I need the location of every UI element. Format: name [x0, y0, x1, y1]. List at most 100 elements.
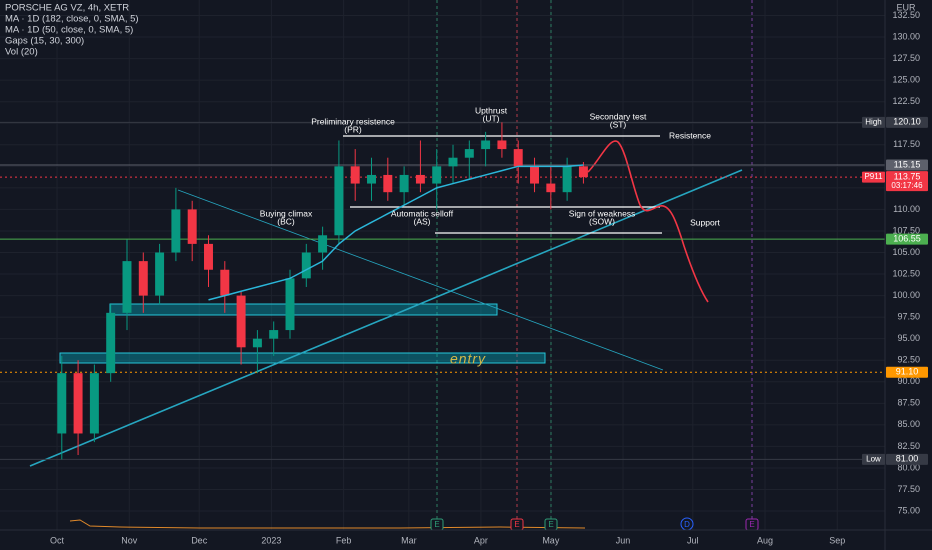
price-level-name-box: [862, 116, 885, 128]
candle-body: [106, 312, 116, 374]
event-label: D: [684, 520, 690, 529]
volume-ma: [69, 519, 586, 529]
event-label: E: [434, 520, 439, 529]
annotation: (PR): [344, 124, 362, 134]
x-tick-label: Jul: [687, 535, 699, 545]
candle-body: [497, 140, 507, 150]
price-level-label: 113.75: [894, 171, 921, 181]
y-tick-label: 97.50: [897, 312, 920, 322]
x-tick-label: May: [542, 535, 560, 545]
price-level-box: [886, 116, 928, 128]
annotation: Preliminary resistence: [311, 116, 395, 126]
y-tick-label: 105.00: [892, 247, 920, 257]
y-tick-label: 95.00: [897, 333, 920, 343]
annotation: Upthrust: [475, 105, 508, 115]
x-tick-label: Aug: [757, 535, 773, 545]
annotation: Secondary test: [590, 111, 647, 121]
indicator: MA · 1D (50, close, 0, SMA, 5): [5, 25, 133, 36]
candle-body: [236, 295, 246, 348]
symbol: PORSCHE AG VZ, 4h, XETR: [5, 3, 129, 14]
candle-body: [432, 166, 442, 184]
grid: [0, 0, 885, 530]
y-tick-label: 87.50: [897, 398, 920, 408]
price-level-name: P911: [864, 172, 883, 181]
y-tick-label: 85.00: [897, 419, 920, 429]
candle-body: [530, 166, 540, 184]
candle-body: [513, 149, 523, 167]
x-tick-label: Jun: [616, 535, 631, 545]
annotation: Support: [690, 217, 720, 227]
candle-body: [350, 166, 360, 184]
indicator: MA · 1D (182, close, 0, SMA, 5): [5, 14, 139, 25]
candle-body: [383, 174, 393, 193]
y-tick-label: 122.50: [892, 96, 920, 106]
x-tick-label: 2023: [261, 535, 281, 545]
x-tick-label: Dec: [191, 535, 208, 545]
y-tick-label: 117.50: [893, 139, 920, 149]
price-level-box: [886, 453, 928, 465]
price-level-name-box: [862, 453, 885, 465]
annotation: Sign of weakness: [569, 208, 636, 218]
y-tick-label: 82.50: [897, 441, 920, 451]
candle-body: [318, 235, 328, 253]
price-countdown: 03:17:46: [891, 181, 923, 190]
price-level-name: Low: [866, 454, 881, 463]
candle-body: [334, 166, 344, 236]
candle-body: [252, 338, 262, 348]
x-tick-label: Apr: [474, 535, 488, 545]
annotation: (SOW): [589, 216, 615, 226]
candle-body: [155, 252, 165, 296]
annotation: (AS): [414, 216, 431, 226]
y-tick-label: 100.00: [892, 290, 920, 300]
x-tick-label: Mar: [401, 535, 417, 545]
event-label: E: [514, 520, 519, 529]
y-tick-label: 77.50: [897, 484, 920, 494]
candle-body: [481, 140, 491, 150]
trendline: [177, 189, 664, 371]
candle-body: [73, 373, 83, 434]
candle-body: [464, 149, 474, 158]
price-level-label: 106.55: [893, 234, 921, 244]
annotation: Automatic selloff: [391, 208, 454, 218]
price-level-box: [886, 366, 928, 378]
x-tick-label: Feb: [336, 535, 352, 545]
x-tick-label: Sep: [829, 535, 845, 545]
candle-body: [415, 174, 425, 184]
price-level-box: [886, 171, 928, 192]
annotation: (UT): [483, 113, 500, 123]
candle-body: [562, 166, 572, 193]
price-level-label: 81.00: [896, 454, 919, 464]
y-tick-label: 102.50: [892, 268, 920, 278]
event-label: E: [749, 520, 754, 529]
x-tick-label: Nov: [121, 535, 138, 545]
candle-body: [89, 373, 99, 434]
candle-body: [399, 174, 409, 193]
annotation: Resistence: [669, 130, 711, 140]
plot: [57, 122, 588, 460]
axes: 75.00 77.50 80.00 82.50 85.00 87.50 90.00 92.50…: [50, 10, 928, 545]
candle-body: [546, 183, 556, 193]
candle-body: [220, 269, 230, 296]
candle-body: [57, 373, 67, 434]
price-level-label: 91.10: [896, 367, 919, 377]
candle-body: [448, 157, 458, 167]
events: E E E D E: [430, 517, 759, 531]
candle-body: [269, 330, 279, 339]
currency: EUR: [896, 2, 916, 12]
y-tick-label: 80.00: [897, 462, 920, 472]
candle-body: [138, 261, 148, 296]
annotation: (BC): [277, 216, 295, 226]
trendline: [29, 169, 743, 467]
event-label: E: [548, 520, 553, 529]
y-tick-label: 130.00: [892, 31, 920, 41]
x-tick-label: Oct: [50, 535, 65, 545]
y-tick-label: 132.50: [892, 10, 920, 20]
y-tick-label: 90.00: [897, 376, 920, 386]
price-level-box: [886, 233, 928, 245]
annotation: entry: [450, 351, 486, 367]
price-level-label: 115.15: [894, 159, 921, 169]
price-level-name-box: [862, 171, 885, 183]
y-tick-label: 107.50: [892, 225, 920, 235]
candle-body: [301, 252, 311, 279]
